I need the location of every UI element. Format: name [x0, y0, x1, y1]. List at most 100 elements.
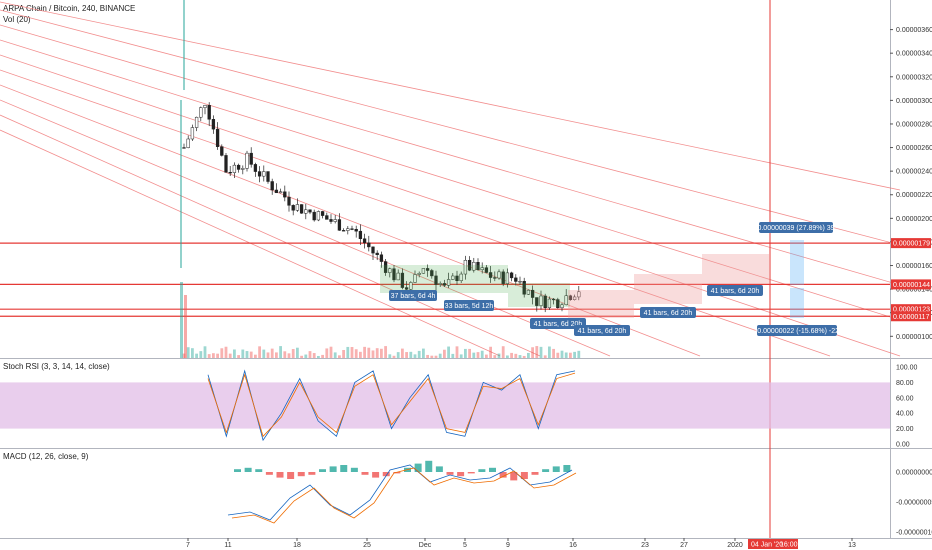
- measure-tag: [757, 325, 837, 336]
- macd-histogram-bar: [552, 466, 560, 472]
- volume-bar: [342, 349, 345, 358]
- fan-line: [0, 9, 901, 246]
- candle-body: [224, 155, 228, 173]
- candle-body: [480, 267, 484, 270]
- candle-body: [207, 105, 211, 120]
- volume-bar: [472, 352, 476, 358]
- volume-bar: [308, 351, 312, 358]
- volume-bar: [367, 347, 371, 358]
- time-tick-label: 18: [293, 542, 301, 549]
- time-tick-label: 27: [680, 542, 688, 549]
- volume-bar: [291, 349, 295, 358]
- volume-bar: [216, 353, 219, 358]
- macd-histogram-bar: [520, 472, 528, 479]
- candle-body: [199, 107, 203, 118]
- volume-bar: [485, 354, 488, 358]
- price-range-box: [790, 288, 804, 318]
- macd-histogram-bar: [340, 465, 348, 472]
- price-tick-label: 0.00000160: [896, 263, 932, 270]
- level-price-tag: [891, 279, 931, 290]
- time-tick-label: 25: [363, 542, 371, 549]
- candle-body: [274, 189, 279, 194]
- volume-bar: [199, 351, 203, 358]
- candle-body: [329, 219, 333, 222]
- candle-body: [367, 242, 371, 248]
- level-price-tag: [891, 238, 931, 249]
- macd-histogram-bar: [329, 466, 337, 472]
- volume-bar: [186, 347, 190, 358]
- candle-body: [463, 259, 468, 275]
- volume-bar: [573, 351, 576, 358]
- macd-histogram-bar: [478, 469, 486, 472]
- volume-bar: [430, 355, 434, 358]
- candle-body: [413, 274, 417, 283]
- candle-body: [438, 283, 442, 285]
- candle-body: [392, 268, 396, 281]
- price-tick-label: 0.00000220: [896, 192, 932, 199]
- volume-bar: [409, 351, 413, 358]
- volume-bar: [279, 346, 282, 358]
- range-box: [568, 290, 634, 318]
- crosshair-time: 16:00: [780, 542, 798, 549]
- volume-bar: [312, 353, 316, 358]
- volume-bar: [447, 346, 450, 358]
- candle-body: [535, 297, 539, 306]
- time-tick-label: Dec: [419, 542, 432, 549]
- volume-bar: [258, 346, 261, 358]
- candle-body: [283, 191, 287, 198]
- chart-title: ARPA Chain / Bitcoin, 240, BINANCE: [3, 4, 135, 13]
- volume-bar: [384, 346, 387, 358]
- volume-bar: [405, 352, 408, 358]
- price-tick-label: 0.00000360: [896, 27, 932, 34]
- candle-body: [182, 147, 186, 149]
- candle-body: [446, 279, 451, 286]
- candle-body: [215, 128, 220, 147]
- volume-bar: [245, 351, 249, 358]
- range-box: [508, 283, 570, 307]
- range-box: [380, 265, 508, 293]
- macd-histogram-bar: [382, 472, 390, 477]
- candle-body: [232, 164, 237, 173]
- volume-bar: [224, 346, 228, 358]
- volume-bar: [287, 353, 291, 358]
- candle-body: [472, 262, 476, 271]
- volume-bar: [283, 351, 287, 358]
- candle-body: [556, 299, 560, 308]
- candle-body: [442, 283, 447, 286]
- candle-body: [371, 246, 375, 254]
- candle-body: [526, 289, 531, 295]
- candle-body: [308, 209, 312, 213]
- candle-body: [341, 230, 346, 232]
- candle-body: [530, 289, 535, 298]
- volume-bar: [275, 352, 278, 358]
- candle-body: [194, 116, 199, 128]
- candle-body: [493, 277, 497, 279]
- candles: [180, 0, 581, 358]
- measure-label: 33 bars, 5d 12h: [445, 303, 494, 310]
- price-tick-label: 0.00000140: [896, 287, 932, 294]
- volume-bar: [396, 352, 400, 358]
- volume-bar: [350, 347, 354, 358]
- candle-body: [325, 215, 329, 220]
- time-tick-label: 23: [641, 542, 649, 549]
- volume-bar: [422, 348, 425, 358]
- price-tick-label: 0.00000320: [896, 74, 932, 81]
- volume-bar: [527, 352, 530, 358]
- candle-body: [354, 228, 358, 232]
- volume-bar: [254, 354, 257, 358]
- volume-bar: [203, 346, 207, 358]
- volume-bar: [207, 354, 211, 358]
- macd-histogram-bar: [297, 472, 305, 477]
- volume-bar: [539, 346, 543, 358]
- candle-body: [501, 271, 505, 284]
- volume-bar: [262, 349, 266, 358]
- candle-body: [249, 152, 253, 165]
- stoch-tick-label: 40.00: [896, 411, 914, 418]
- volume-bar: [191, 348, 194, 358]
- time-tick-label: 5: [463, 542, 467, 549]
- volume-bar: [212, 353, 215, 358]
- volume-bar: [228, 353, 232, 358]
- candle-body: [241, 168, 245, 170]
